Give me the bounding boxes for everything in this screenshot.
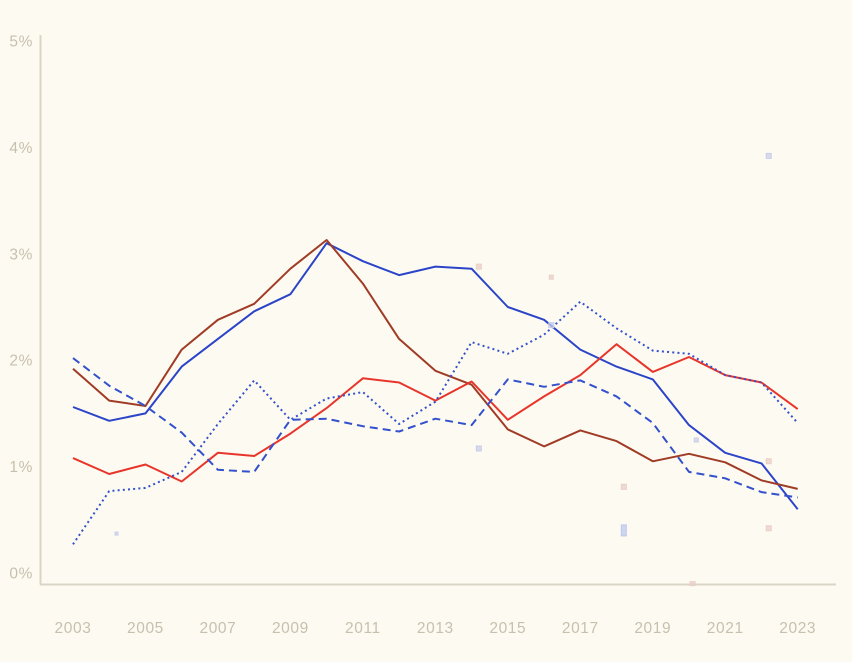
line-solid-darkred-line [72,239,798,490]
scatter-marker [765,458,772,465]
x-tick-label: 2005 [127,620,164,637]
x-tick-label: 2017 [562,620,599,637]
scatter-marker [475,445,482,452]
x-tick-label: 2013 [417,620,454,637]
x-tick-label: 2023 [779,620,816,637]
scatter-marker [689,581,696,587]
y-tick-label: 4% [9,140,33,157]
scatter-marker [765,525,772,532]
y-tick-label: 2% [9,353,33,370]
x-tick-label: 2015 [489,620,526,637]
x-tick-label: 2007 [199,620,236,637]
y-tick-label: 1% [9,459,33,476]
x-tick-label: 2019 [634,620,671,637]
line-solid-blue-line [72,242,799,510]
scatter-marker [114,531,119,536]
x-tick-label: 2021 [707,620,744,637]
scatter-marker [765,152,772,159]
scatter-marker [620,483,627,490]
scatter-marker [548,274,554,280]
y-tick-label: 0% [9,566,33,583]
x-tick-label: 2011 [345,620,381,637]
x-tick-label: 2003 [55,620,92,637]
line-dashed-blue-line [72,357,798,499]
x-tick-label: 2009 [272,620,309,637]
scatter-marker [548,322,555,329]
line-solid-red-line [72,343,799,483]
y-tick-label: 5% [9,34,33,51]
scatter-marker [693,437,699,443]
line-dotted-blue-line [72,300,799,545]
y-tick-label: 3% [9,246,33,263]
scatter-marker [620,524,627,537]
scatter-marker [475,263,482,270]
